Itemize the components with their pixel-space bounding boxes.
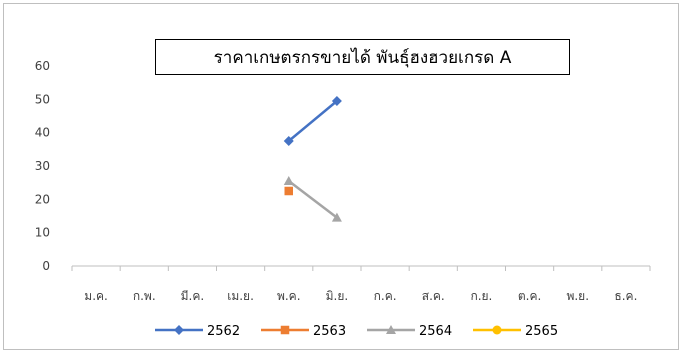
y-tick-label: 40	[35, 126, 50, 140]
x-tick-label: ธ.ค.	[614, 289, 637, 303]
x-tick-label: ก.พ.	[133, 289, 156, 303]
y-tick-label: 50	[35, 92, 50, 106]
legend-label: 2563	[313, 324, 346, 339]
data-point-2562	[283, 136, 294, 146]
x-tick-label: ก.ย.	[470, 289, 492, 303]
x-tick-label: เม.ย.	[227, 289, 254, 303]
y-tick-label: 60	[35, 59, 50, 73]
legend-marker	[386, 325, 396, 334]
y-tick-label: 0	[42, 259, 50, 273]
legend-item-2563: 2563	[261, 324, 346, 339]
x-tick-label: ก.ค.	[374, 289, 397, 303]
y-tick-label: 10	[35, 226, 50, 240]
series-2564	[283, 176, 342, 222]
y-tick-label: 20	[35, 192, 50, 206]
x-tick-label: ต.ค.	[518, 289, 541, 303]
legend-label: 2562	[207, 324, 240, 339]
data-point-2563	[284, 186, 293, 196]
x-tick-label: พ.ค.	[277, 289, 301, 303]
legend-label: 2564	[419, 324, 452, 339]
series-line-2564	[287, 180, 338, 219]
legend-marker	[174, 325, 184, 335]
x-tick-label: พ.ย.	[566, 289, 589, 303]
legend-item-2565: 2565	[473, 324, 558, 339]
legend-item-2564: 2564	[367, 324, 452, 339]
x-tick-label: มี.ค.	[181, 289, 205, 303]
series-line-2562	[287, 100, 338, 142]
data-point-2564	[283, 176, 294, 185]
series-2563	[284, 186, 293, 196]
data-point-2562	[331, 96, 342, 106]
y-tick-label: 30	[35, 159, 50, 173]
legend-item-2562: 2562	[155, 324, 240, 339]
legend-marker	[492, 325, 502, 335]
legend-label: 2565	[525, 324, 558, 339]
x-tick-label: มิ.ย.	[326, 289, 349, 303]
legend-marker	[280, 325, 290, 335]
series-2562	[283, 96, 342, 146]
x-tick-label: ม.ค.	[84, 289, 108, 303]
data-point-2564	[331, 212, 342, 222]
x-tick-label: ส.ค.	[422, 289, 445, 303]
chart-title: ราคาเกษตรกรขายได้ พันธุ์ฮงฮวยเกรด A	[155, 39, 570, 75]
